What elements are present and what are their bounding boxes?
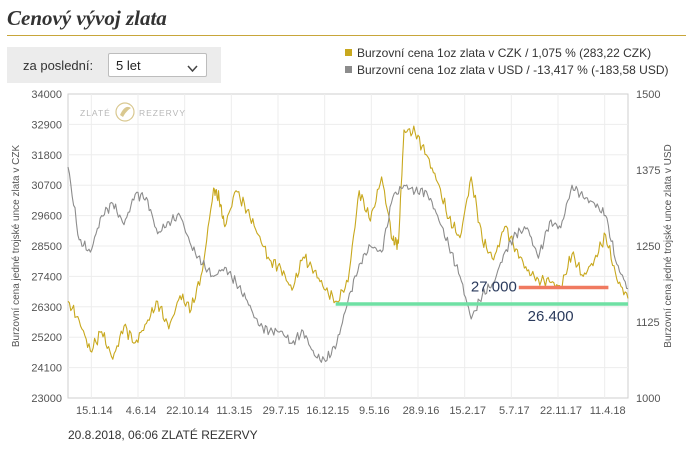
x-tick-label: 28.9.16: [403, 405, 440, 417]
period-filter: za poslední: 5 let: [7, 47, 221, 83]
chart-svg: ZLATÉ REZERVY 27.000 26.400 23000 24100 252…: [11, 89, 674, 417]
y-left-tick-label: 31800: [31, 150, 62, 162]
y-right-tick-label: 1375: [636, 165, 660, 177]
x-tick-label: 11.3.15: [216, 405, 252, 417]
y-left-tick-label: 28500: [31, 241, 62, 253]
watermark-logo-icon: [115, 102, 135, 122]
x-tick-label: 29.7.15: [263, 405, 300, 417]
legend-swatch-czk: [345, 49, 352, 56]
y-right-tick-label: 1500: [636, 89, 660, 101]
x-tick-label: 5.7.17: [499, 405, 530, 417]
x-tick-label: 4.6.14: [126, 405, 157, 417]
y-left-tick-label: 29600: [31, 211, 62, 223]
chart-footer: 20.8.2018, 06:06 ZLATÉ REZERVY: [68, 428, 258, 442]
x-tick-label: 15.1.14: [76, 405, 113, 417]
x-tick-label: 22.10.14: [166, 405, 209, 417]
watermark-text-left: ZLATÉ: [80, 108, 111, 118]
x-tick-label: 16.12.15: [306, 405, 349, 417]
series-line-left: [67, 125, 629, 360]
y-left-tick-label: 24100: [31, 363, 62, 375]
x-tick-label: 9.5.16: [359, 405, 390, 417]
legend-label-usd: Burzovní cena 1oz zlata v USD / -13,417 …: [357, 63, 669, 77]
y-left-tick-label: 27400: [31, 271, 62, 283]
period-select[interactable]: 5 let: [108, 53, 207, 77]
legend-label-czk: Burzovní cena 1oz zlata v CZK / 1,075 % …: [357, 46, 652, 60]
legend-item-usd[interactable]: Burzovní cena 1oz zlata v USD / -13,417 …: [345, 62, 668, 79]
y-left-tick-label: 23000: [31, 393, 62, 405]
gold-price-chart: ZLATÉ REZERVY 27.000 26.400 23000 24100 252…: [0, 84, 696, 429]
watermark-text-right: REZERVY: [139, 108, 186, 118]
y-left-tick-label: 26300: [31, 302, 62, 314]
title-divider: [7, 35, 686, 36]
page-title: Cenový vývoj zlata: [7, 6, 167, 30]
y-left-tick-label: 30700: [31, 180, 62, 192]
period-select-value: 5 let: [116, 58, 141, 73]
x-tick-label: 15.2.17: [449, 405, 486, 417]
x-tick-label: 22.11.17: [540, 405, 582, 417]
y-right-axis-label: Burzovní cena jedné trojské unce zlata v…: [663, 144, 674, 347]
y-left-tick-label: 25200: [31, 332, 62, 344]
y-right-tick-label: 1000: [636, 393, 660, 405]
chart-watermark: ZLATÉ REZERVY: [80, 102, 186, 122]
y-right-tick-label: 1250: [636, 241, 660, 253]
chart-legend: Burzovní cena 1oz zlata v CZK / 1,075 % …: [345, 45, 668, 79]
annotation-label: 26.400: [528, 308, 574, 325]
period-filter-label: za poslední:: [23, 58, 94, 73]
annotation-label: 27.000: [471, 278, 517, 295]
y-left-axis-label: Burzovní cena jedné trojské unce zlata v…: [11, 145, 22, 348]
series-line-right: [67, 166, 629, 363]
chevron-down-icon: [187, 60, 198, 78]
x-tick-label: 11.4.18: [590, 405, 626, 417]
legend-item-czk[interactable]: Burzovní cena 1oz zlata v CZK / 1,075 % …: [345, 45, 668, 62]
legend-swatch-usd: [345, 66, 352, 73]
y-left-tick-label: 32900: [31, 119, 62, 131]
y-right-tick-label: 1125: [636, 317, 660, 329]
y-left-tick-label: 34000: [31, 89, 62, 101]
